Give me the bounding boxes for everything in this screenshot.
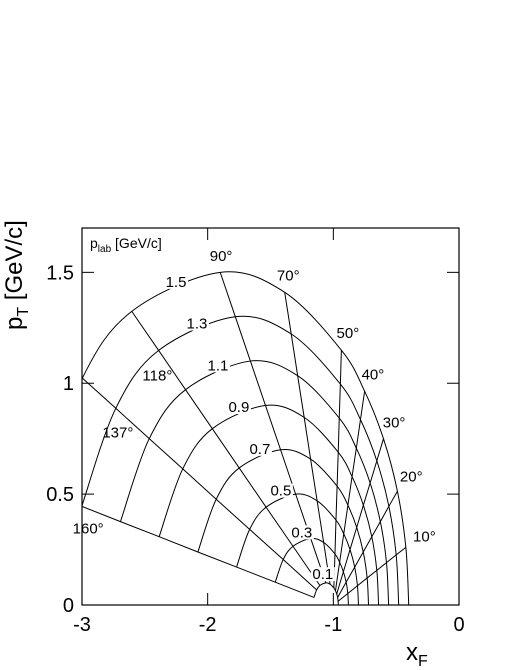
angle-line (337, 490, 398, 598)
x-tick-label: -2 (199, 614, 217, 636)
curve-label: 0.7 (249, 441, 270, 458)
angle-label: 50° (337, 325, 360, 342)
curve-label-bg (310, 567, 335, 582)
curve-label: 1.5 (166, 274, 187, 291)
x-tick-label: 0 (453, 614, 464, 636)
y-tick-label: 0.5 (46, 484, 74, 506)
momentum-curve (82, 271, 410, 605)
angle-label: 10° (413, 528, 436, 545)
plot-area (82, 271, 410, 605)
x-axis-title: xF (406, 639, 428, 670)
y-axis-title: pT [GeV/c] (1, 220, 32, 330)
angle-label: 20° (400, 468, 423, 485)
angle-line (333, 350, 342, 588)
curve-label: 0.9 (228, 399, 249, 416)
curve-label-bg (184, 316, 209, 331)
y-tick-label: 1.5 (46, 262, 74, 284)
angle-line (82, 377, 317, 591)
angle-line (284, 292, 331, 585)
curve-label: 0.1 (312, 566, 333, 583)
angle-label: 160° (73, 521, 104, 538)
angle-line (337, 546, 407, 602)
curve-label-bg (163, 274, 188, 289)
plot-frame (81, 227, 460, 606)
curve-label-bg (268, 483, 293, 498)
x-tick-label: -1 (324, 614, 342, 636)
momentum-curve (313, 582, 339, 605)
momentum-curve (236, 493, 359, 605)
curve-label-bg (289, 525, 314, 540)
momentum-curve (82, 315, 400, 605)
legend-title: plab [GeV/c] (90, 235, 162, 255)
curve-label-bg (247, 441, 272, 456)
angle-label: 30° (383, 414, 406, 431)
curve-label-bg (205, 358, 230, 373)
angle-label: 40° (362, 366, 385, 383)
angle-label: 118° (142, 367, 172, 384)
y-tick-label: 0 (63, 595, 74, 617)
angle-label: 70° (277, 268, 300, 285)
angle-line (131, 311, 321, 586)
curve-label: 1.1 (208, 357, 229, 374)
angle-label: 90° (210, 248, 233, 265)
angle-label: 137° (102, 425, 133, 442)
x-tick-label: -3 (73, 614, 91, 636)
curve-label: 1.3 (187, 316, 208, 333)
momentum-curve (119, 360, 390, 605)
curve-label: 0.3 (291, 524, 312, 541)
angle-line (336, 438, 384, 595)
angle-line (82, 505, 315, 598)
angle-line (334, 391, 366, 591)
curve-label-bg (226, 400, 251, 415)
y-tick-label: 1 (63, 373, 74, 395)
momentum-curve (197, 448, 370, 605)
curve-label: 0.5 (270, 483, 291, 500)
